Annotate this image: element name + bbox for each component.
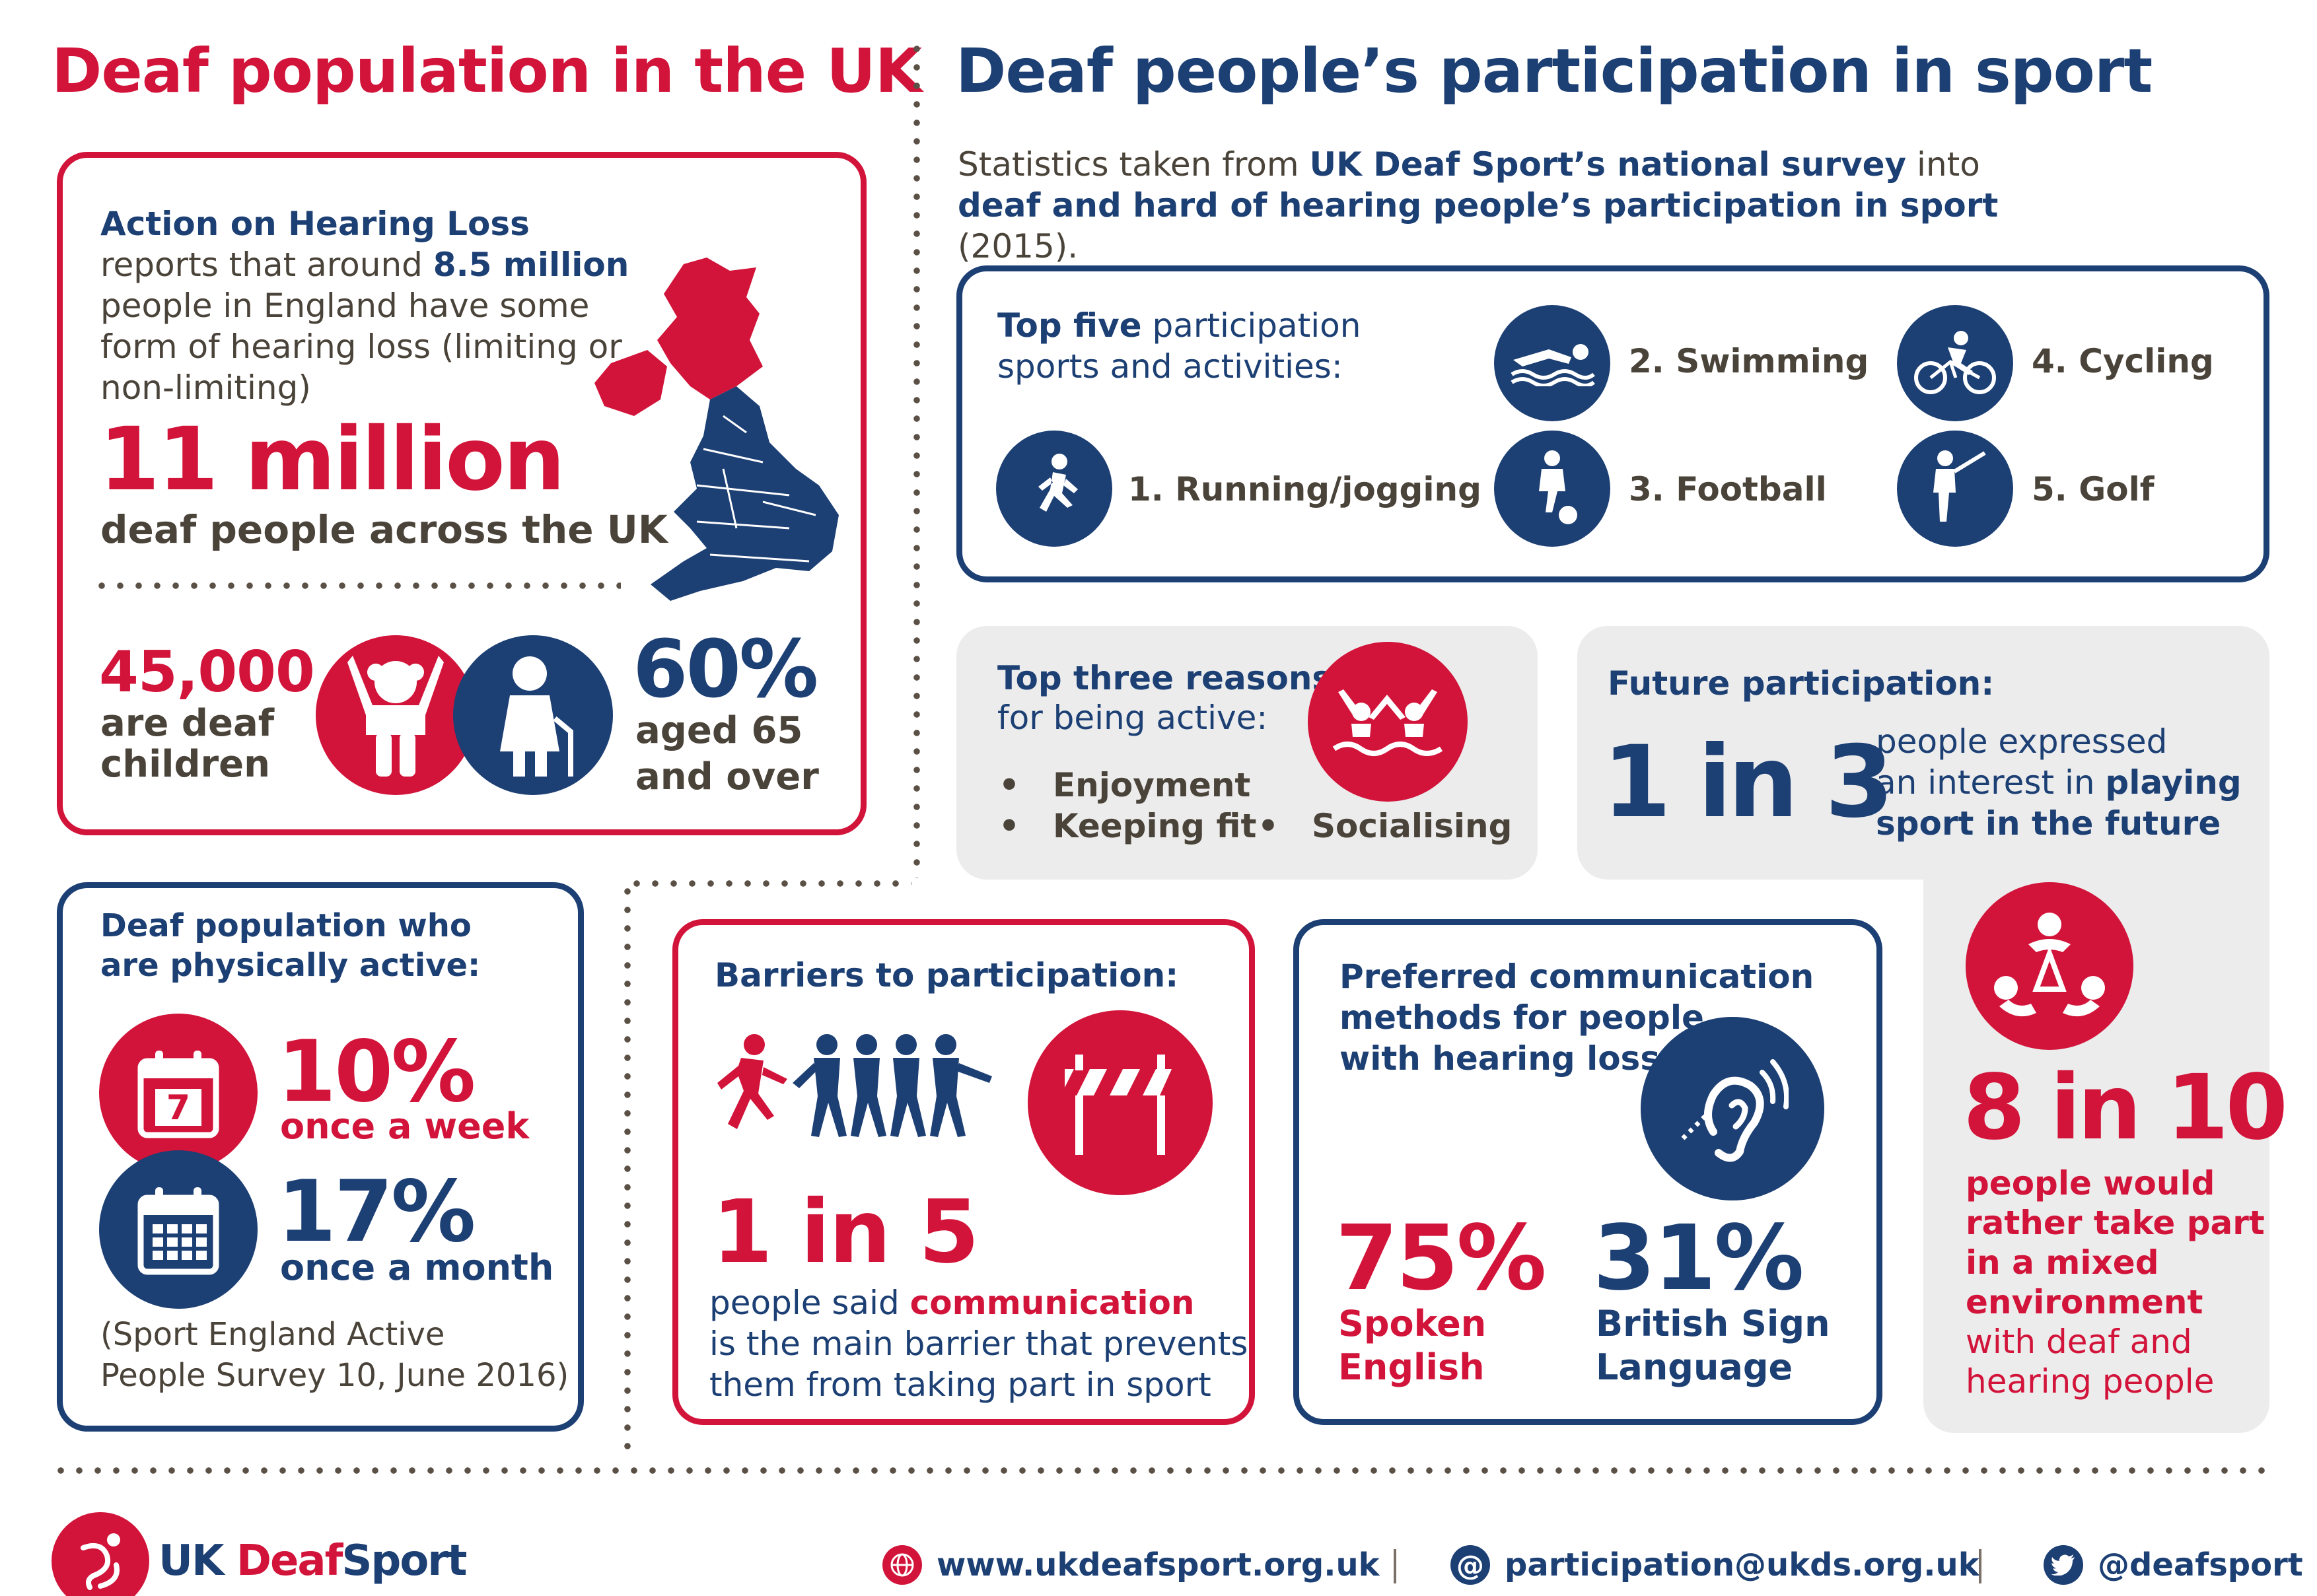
email-text: participation@ukds.org.uk [1505, 1546, 1979, 1583]
logo-figure-icon [81, 1533, 120, 1590]
deaf-children-label: are deaf children [100, 702, 275, 786]
hearing-loss-intro: Action on Hearing Loss reports that arou… [100, 205, 629, 407]
globe-icon [882, 1545, 922, 1585]
uk-deaf-total-value: 11 million [99, 409, 565, 510]
golf-icon [1933, 450, 1986, 522]
reason-socialising: Socialising [1258, 807, 1512, 845]
sport-golf-label: 5. Golf [2032, 470, 2155, 508]
future-value: 1 in 3 [1602, 725, 1894, 840]
elderly-person-icon [500, 656, 573, 777]
aged-65-value: 60% [633, 624, 818, 716]
sport-cycling-label: 4. Cycling [2032, 342, 2214, 380]
bsl-value: 31% [1593, 1206, 1804, 1311]
future-title: Future participation: [1608, 664, 1995, 703]
once-a-week-label: once a week [280, 1105, 530, 1147]
footer-website-link[interactable]: www.ukdeafsport.org.uk [882, 1545, 1380, 1585]
stats-intro: Statistics taken from UK Deaf Sport’s na… [958, 145, 1999, 265]
twitter-text: @deafsport [2098, 1546, 2303, 1583]
once-a-month-value: 17% [277, 1163, 476, 1261]
synchronised-swimmers-icon [1332, 689, 1443, 756]
at-sign-icon: @ [1450, 1545, 1490, 1585]
road-barrier-icon [1061, 1055, 1180, 1155]
spoken-english-value: 75% [1336, 1206, 1547, 1311]
bsl-label: British Sign Language [1596, 1303, 1830, 1388]
aged-65-label: aged 65 and over [635, 709, 819, 798]
uk-deaf-sport-logo[interactable]: UK DeafSport [52, 1512, 467, 1596]
football-circle [1494, 431, 1610, 547]
footer-separator [1979, 1549, 1981, 1583]
active-source-note: (Sport England Active People Survey 10, J… [100, 1316, 569, 1394]
physically-active-title: Deaf population who are physically active… [100, 907, 481, 984]
group-inclusion-icon [1994, 913, 2105, 1017]
hearing-circle [1641, 1017, 1824, 1200]
barriers-card [672, 919, 1255, 1425]
running-icon [1038, 454, 1078, 512]
logo-text-uk: UK [159, 1537, 236, 1585]
footer-twitter-link[interactable]: @deafsport [2044, 1545, 2303, 1585]
once-a-month-label: once a month [280, 1247, 554, 1288]
right-title: Deaf people’s participation in sport [956, 36, 2153, 106]
communication-card [1293, 919, 1882, 1425]
uk-population-card [57, 152, 867, 835]
golf-circle [1897, 431, 2013, 547]
footer-separator [1394, 1549, 1396, 1583]
future-text: people expressed an interest in playing … [1876, 722, 2242, 843]
communication-title: Preferred communication methods for peop… [1339, 957, 1814, 1078]
barriers-value: 1 in 5 [712, 1181, 980, 1283]
top-five-card [956, 265, 2269, 582]
reason-keeping-fit: Keeping fit [999, 807, 1256, 845]
footer-divider [52, 1467, 2271, 1474]
website-text: www.ukdeafsport.org.uk [937, 1546, 1380, 1583]
swimming-circle [1494, 305, 1610, 421]
child-icon [347, 656, 444, 777]
mixed-text: people would rather take part in a mixed… [1966, 1164, 2265, 1401]
physically-active-card [57, 882, 584, 1432]
reason-enjoyment: Enjoyment [999, 766, 1250, 804]
child-circle [316, 635, 476, 795]
bottom-vertical-divider [624, 882, 631, 1450]
football-icon [1539, 450, 1577, 524]
uk-deaf-total-label: deaf people across the UK [100, 507, 668, 552]
sport-swimming-label: 2. Swimming [1629, 342, 1869, 380]
sport-running-label: 1. Running/jogging [1128, 470, 1481, 508]
month-calendar-circle [99, 1150, 258, 1309]
cycling-icon [1914, 331, 1996, 394]
top-five-title: Top five participation sports and activi… [997, 306, 1361, 386]
left-title: Deaf population in the UK [52, 36, 922, 106]
twitter-bird-icon [2044, 1545, 2083, 1585]
hearing-ear-icon [1681, 1059, 1789, 1162]
card-divider [92, 582, 621, 589]
running-circle [996, 431, 1112, 547]
reasons-title: Top three reasons [997, 659, 1332, 697]
mixed-value: 8 in 10 [1963, 1056, 2288, 1160]
socialising-circle [1308, 642, 1468, 802]
svg-text:7: 7 [166, 1088, 190, 1128]
barrier-circle [1028, 1010, 1213, 1195]
sport-football-label: 3. Football [1629, 470, 1827, 508]
logo-mark [52, 1512, 149, 1596]
footer-email-link[interactable]: @ participation@ukds.org.uk [1450, 1545, 1979, 1585]
deaf-children-value: 45,000 [99, 639, 315, 705]
mixed-group-circle [1966, 882, 2133, 1050]
vertical-divider [913, 40, 920, 878]
swimming-icon [1511, 344, 1595, 386]
barriers-title: Barriers to participation: [715, 956, 1179, 994]
calendar-day-icon: 7 [137, 1051, 219, 1138]
week-calendar-circle: 7 [99, 1014, 258, 1172]
cycling-circle [1897, 305, 2013, 421]
logo-text-sport: Sport [341, 1537, 467, 1585]
once-a-week-value: 10% [277, 1023, 476, 1121]
bottom-horizontal-divider [627, 880, 911, 887]
elderly-circle [453, 635, 613, 795]
reasons-subtitle: for being active: [997, 699, 1268, 737]
uk-map-icon [594, 258, 839, 601]
barriers-text: people said communication is the main ba… [709, 1284, 1248, 1404]
logo-text-deaf: Deaf [236, 1537, 343, 1585]
runner-and-crowd-icon [717, 1034, 992, 1137]
calendar-month-icon [137, 1187, 219, 1275]
spoken-english-label: Spoken English [1338, 1303, 1487, 1388]
